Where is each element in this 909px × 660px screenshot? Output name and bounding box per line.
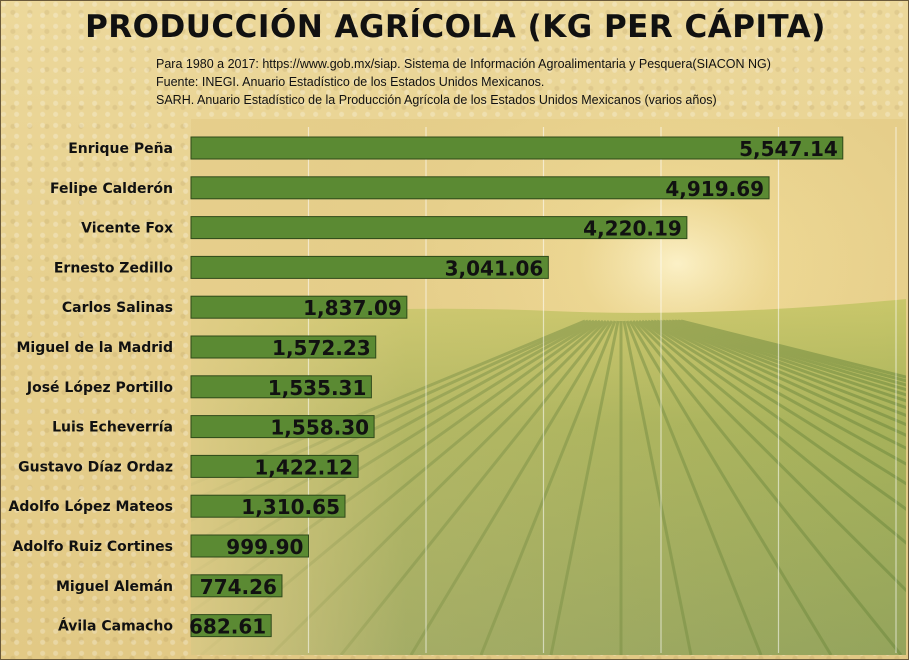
data-label: 1,572.23 [272, 336, 371, 360]
bar [190, 335, 377, 359]
bar [190, 176, 770, 200]
category-label: Ávila Camacho [58, 618, 173, 635]
data-label: 1,837.09 [303, 296, 402, 320]
category-label: José López Portillo [26, 380, 173, 396]
data-label: 4,919.69 [665, 177, 764, 201]
category-label: Gustavo Díaz Ordaz [18, 459, 173, 475]
category-label: Luis Echeverría [52, 420, 173, 436]
category-label: Vicente Fox [81, 221, 173, 237]
source-line-2: Fuente: INEGI. Anuario Estadístico de lo… [156, 75, 545, 89]
category-label: Miguel de la Madrid [16, 340, 173, 356]
data-label: 1,558.30 [270, 416, 369, 440]
data-label: 1,422.12 [254, 455, 353, 479]
bar [190, 415, 375, 439]
data-label: 682.61 [189, 615, 266, 639]
data-label: 1,310.65 [241, 495, 340, 519]
data-label: 999.90 [226, 535, 303, 559]
category-label: Carlos Salinas [62, 300, 173, 316]
category-label: Adolfo Ruiz Cortines [12, 539, 173, 555]
data-label: 4,220.19 [583, 217, 682, 241]
category-label: Adolfo López Mateos [9, 499, 173, 515]
bar [190, 494, 346, 518]
bar [190, 614, 272, 638]
bar [190, 534, 309, 558]
data-label: 5,547.14 [739, 137, 838, 161]
category-label: Ernesto Zedillo [54, 260, 174, 276]
source-line-1: Para 1980 a 2017: https://www.gob.mx/sia… [156, 57, 771, 71]
bar [190, 216, 688, 240]
bar [190, 574, 283, 598]
bar [190, 454, 359, 478]
bar [190, 295, 408, 319]
data-label: 774.26 [200, 575, 277, 599]
data-label: 1,535.31 [268, 376, 367, 400]
data-label: 3,041.06 [445, 256, 544, 280]
bar [190, 375, 372, 399]
bar [190, 255, 549, 279]
category-label: Enrique Peña [68, 141, 173, 157]
bar [190, 136, 844, 160]
chart-title: PRODUCCIÓN AGRÍCOLA (KG PER CÁPITA) [85, 9, 826, 45]
source-line-3: SARH. Anuario Estadístico de la Producci… [156, 93, 717, 107]
category-label: Felipe Calderón [50, 181, 173, 197]
category-label: Miguel Alemán [56, 579, 173, 595]
